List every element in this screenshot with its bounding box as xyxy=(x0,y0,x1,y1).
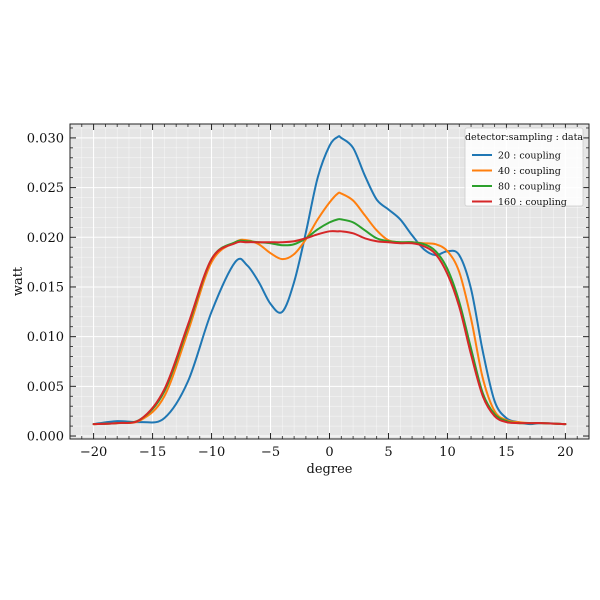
legend-box xyxy=(464,127,584,207)
y-tick-label: 0.030 xyxy=(27,131,64,146)
y-axis-label: watt xyxy=(11,266,26,296)
x-tick-label: −20 xyxy=(80,445,107,460)
x-tick-label: −15 xyxy=(139,445,166,460)
x-tick-label: 10 xyxy=(439,445,456,460)
legend-title: detector:sampling : data xyxy=(465,132,583,143)
y-tick-labels: 0.000 0.005 0.010 0.015 0.020 0.025 0.030 xyxy=(27,131,64,444)
y-tick-label: 0.005 xyxy=(27,380,64,395)
x-tick-label: 0 xyxy=(325,445,333,460)
series-line-1 xyxy=(92,135,567,426)
legend-label: 80 : coupling xyxy=(498,182,561,193)
legend-entries: 20 : coupling 40 : coupling 80 : coupling 1… xyxy=(472,151,567,208)
x-tick-label: −5 xyxy=(261,445,280,460)
x-tick-label: 15 xyxy=(498,445,515,460)
series-layer xyxy=(92,135,567,426)
y-tick-label: 0.025 xyxy=(27,181,64,196)
y-tick-label: 0.000 xyxy=(27,430,64,445)
x-tick-label: 5 xyxy=(384,445,392,460)
y-tick-label: 0.010 xyxy=(27,330,64,345)
y-tick-label: 0.020 xyxy=(27,231,64,246)
x-tick-label: −10 xyxy=(198,445,225,460)
legend-label: 40 : coupling xyxy=(498,166,561,177)
legend: detector:sampling : data 20 : coupling 40… xyxy=(464,127,584,208)
y-tick-label: 0.015 xyxy=(27,280,64,295)
series-line-4 xyxy=(92,230,567,426)
legend-label: 160 : coupling xyxy=(498,197,567,208)
x-axis-label: degree xyxy=(307,462,353,477)
legend-label: 20 : coupling xyxy=(498,151,561,162)
x-tick-labels: −20 −15 −10 −5 0 5 10 15 20 xyxy=(80,445,574,460)
x-tick-label: 20 xyxy=(557,445,574,460)
